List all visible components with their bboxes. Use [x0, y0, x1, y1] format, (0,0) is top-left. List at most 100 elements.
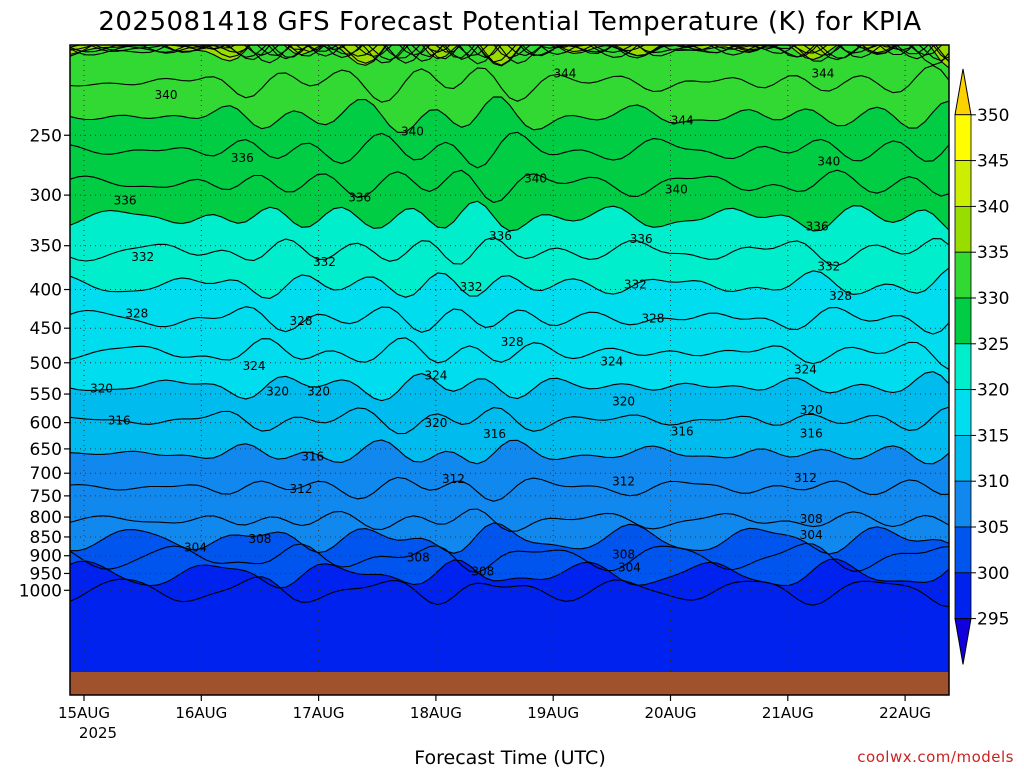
contour-label: 328: [641, 312, 664, 326]
y-tick-label: 950: [30, 564, 62, 584]
y-tick-label: 300: [30, 186, 62, 206]
colorbar-label: 325: [977, 335, 1009, 355]
contour-label: 328: [125, 306, 148, 320]
contour-label: 320: [612, 395, 635, 409]
x-axis: 2025 15AUG 16AUG 17AUG 18AUG 19AUG 20AUG 21AUG…: [58, 695, 931, 742]
contour-label: 336: [489, 229, 512, 243]
contour-label: 320: [90, 382, 113, 396]
colorbar-swatch: [954, 251, 972, 299]
contour-label: 308: [612, 548, 635, 562]
contour-label: 340: [155, 88, 178, 102]
temperature-band: [70, 576, 949, 672]
y-tick-label: 900: [30, 547, 62, 567]
contour-label: 324: [424, 369, 447, 383]
contour-label: 320: [307, 385, 330, 399]
y-tick-label: 1000: [19, 581, 62, 601]
isentrope-line: [70, 439, 949, 465]
y-tick-label: 450: [30, 319, 62, 339]
contour-label: 332: [817, 260, 840, 274]
x-tick-label: 18AUG: [410, 704, 462, 722]
isentrope-line: [120, 45, 949, 63]
colorbar-top-arrow: [954, 68, 972, 116]
contour-label: 332: [131, 250, 154, 264]
contour-label: 336: [114, 194, 137, 208]
isentrope-line: [70, 45, 949, 66]
isentrope-line: [70, 267, 949, 299]
x-tick-label: 21AUG: [762, 704, 814, 722]
contour-label: 316: [671, 424, 694, 438]
contour-label: 320: [800, 403, 823, 417]
colorbar-label: 300: [977, 564, 1009, 584]
y-tick-label: 800: [30, 508, 62, 528]
colorbar-bottom-arrow: [954, 618, 972, 665]
x-tick-label: 22AUG: [879, 704, 931, 722]
contour-label: 304: [800, 528, 823, 542]
isentrope-line: [70, 96, 949, 133]
isentrope-line: [89, 45, 943, 65]
colorbar-label: 305: [977, 518, 1009, 538]
isentrope-line: [70, 371, 949, 402]
contour-label: 316: [301, 449, 324, 463]
contour-labels: 344 344 344 340 340 340 340 340 336 336 336 336 336 3…: [90, 66, 852, 578]
contour-label: 340: [401, 124, 424, 138]
x-tick-label: 17AUG: [293, 704, 345, 722]
x-tick-label: 16AUG: [175, 704, 227, 722]
isentrope-line: [70, 576, 949, 608]
isentrope-line: [70, 200, 949, 232]
colorbar-swatch: [954, 480, 972, 528]
isentrope-line: [70, 508, 949, 532]
contour-label: 304: [618, 561, 641, 575]
isentrope-line: [70, 542, 949, 573]
colorbar-label: 345: [977, 152, 1009, 172]
colorbar-label: 335: [977, 243, 1009, 263]
contour-label: 308: [800, 512, 823, 526]
contour-label: 344: [671, 113, 694, 127]
y-tick-label: 500: [30, 354, 62, 374]
contour-label: 336: [630, 232, 653, 246]
contour-label: 340: [524, 171, 547, 185]
x-tick-label: 15AUG: [58, 704, 110, 722]
contour-label: 320: [266, 385, 289, 399]
contour-label: 312: [290, 482, 313, 496]
isentrope-line: [70, 306, 949, 335]
contour-label: 344: [553, 66, 576, 80]
contour-label: 312: [442, 472, 465, 486]
contour-label: 316: [800, 426, 823, 440]
contour-label: 328: [501, 335, 524, 349]
contour-label: 332: [313, 255, 336, 269]
contour-label: 316: [483, 427, 506, 441]
isentrope-line: [70, 45, 949, 64]
contour-label: 324: [794, 362, 817, 376]
contour-label: 308: [407, 551, 430, 565]
y-tick-label: 400: [30, 281, 62, 301]
x-tick-label: 20AUG: [645, 704, 697, 722]
plot-frame: [69, 44, 950, 696]
colorbar: 350 345 340 335 330 325 320 315 310 305 300 295: [954, 68, 1009, 665]
contour-label: 336: [348, 190, 371, 204]
plot-area: 344 344 344 340 340 340 340 340 336 336 336 336 336 3…: [70, 45, 949, 695]
contour-label: 324: [600, 354, 623, 368]
y-tick-label: 650: [30, 440, 62, 460]
isentrope-line: [70, 131, 949, 169]
contour-label: 328: [290, 314, 313, 328]
contour-label: 308: [248, 532, 271, 546]
contour-label: 336: [806, 219, 829, 233]
ground-surface: [70, 672, 949, 695]
contour-label: 312: [612, 475, 635, 489]
isentrope-line: [70, 406, 949, 435]
y-tick-label: 600: [30, 414, 62, 434]
colorbar-label: 340: [977, 197, 1009, 217]
credit-text: coolwx.com/models: [857, 748, 1014, 766]
colorbar-swatch: [954, 526, 972, 574]
x-tick-label: 19AUG: [527, 704, 579, 722]
gridlines: [70, 45, 949, 695]
contour-label: 312: [794, 471, 817, 485]
colorbar-label: 310: [977, 472, 1009, 492]
y-tick-label: 750: [30, 487, 62, 507]
colorbar-swatch: [954, 160, 972, 207]
x-tick-year: 2025: [79, 724, 117, 742]
isentrope-lines: [70, 45, 949, 608]
y-tick-label: 850: [30, 528, 62, 548]
isentrope-line: [70, 236, 949, 267]
